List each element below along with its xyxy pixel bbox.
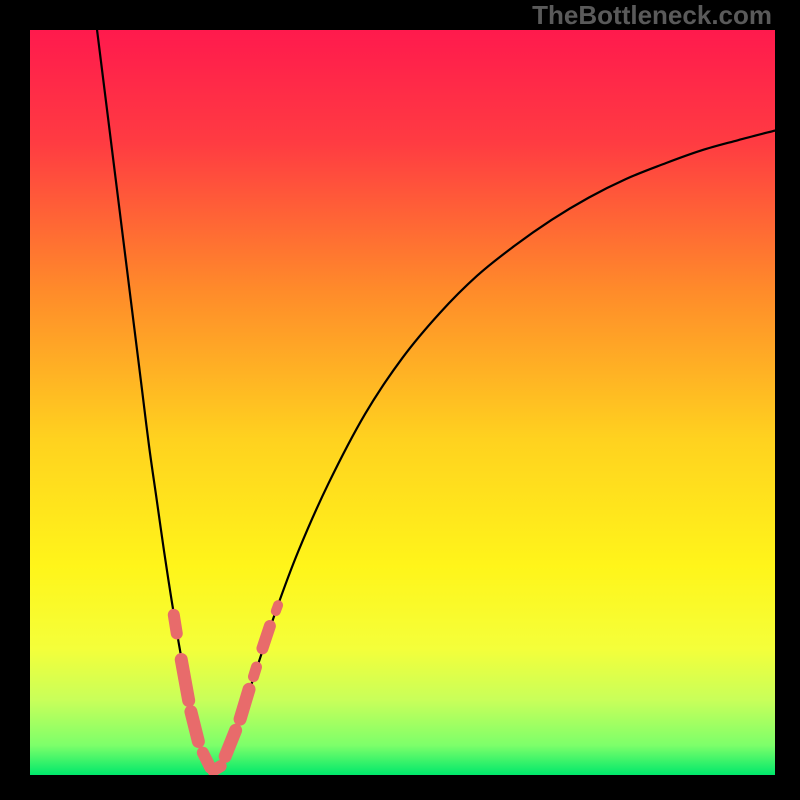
- watermark-label: TheBottleneck.com: [532, 0, 772, 31]
- data-marker: [262, 626, 269, 648]
- data-marker: [240, 689, 249, 719]
- data-marker: [181, 660, 188, 701]
- bottleneck-curve-chart: [0, 0, 800, 800]
- data-marker: [225, 730, 235, 756]
- curve-right-branch: [215, 131, 775, 772]
- data-marker: [276, 605, 278, 611]
- data-marker: [213, 766, 220, 770]
- data-marker: [203, 753, 210, 768]
- data-marker: [174, 615, 177, 634]
- curve-left-branch: [97, 30, 215, 772]
- data-marker: [191, 712, 198, 742]
- chart-frame: TheBottleneck.com: [0, 0, 800, 800]
- data-marker: [254, 667, 257, 677]
